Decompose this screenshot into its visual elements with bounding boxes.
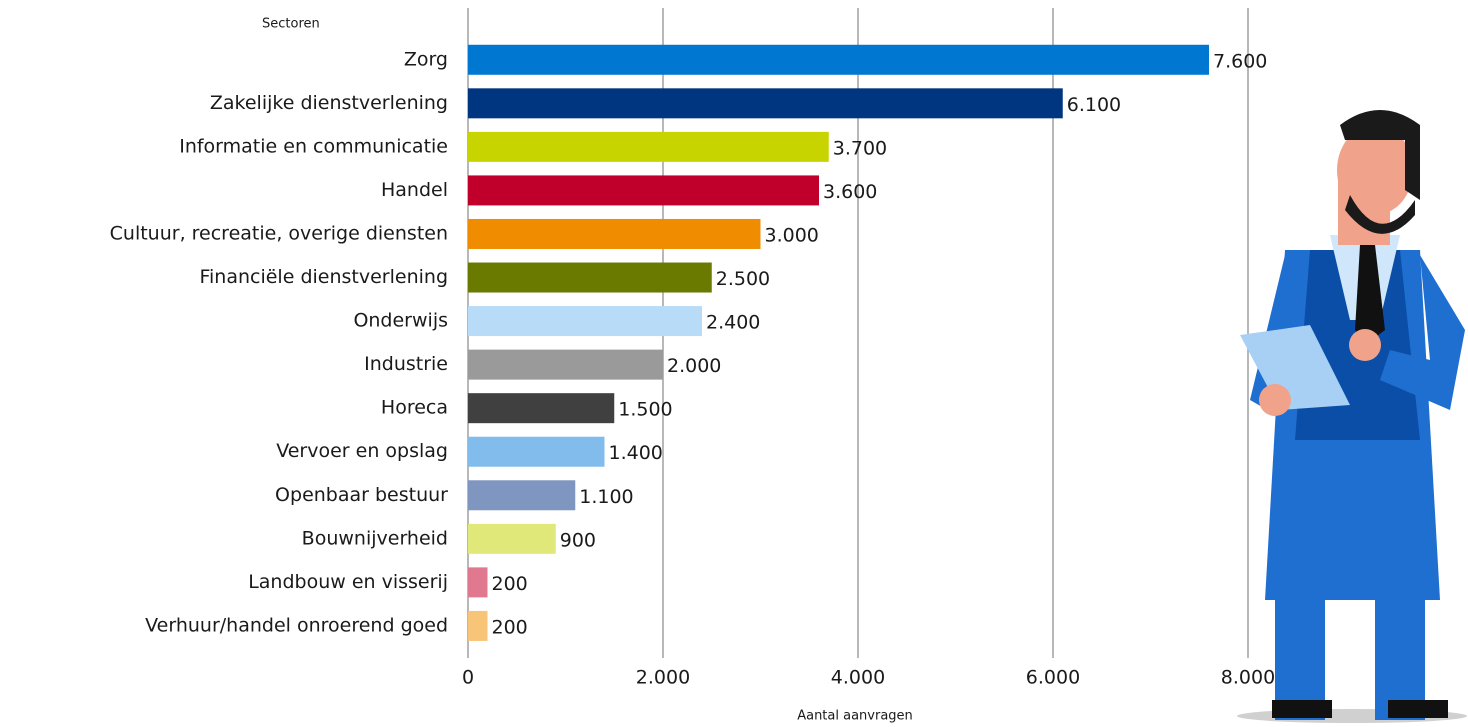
bar <box>468 349 663 380</box>
y-tick-label: Zakelijke dienstverlening <box>210 92 448 114</box>
y-tick-label: Landbouw en visserij <box>248 571 448 593</box>
bar <box>468 393 615 424</box>
value-label: 900 <box>560 529 596 551</box>
value-label: 3.600 <box>823 181 877 203</box>
x-tick-label: 4.000 <box>831 667 885 689</box>
bar <box>468 523 556 554</box>
x-tick-label: 2.000 <box>636 667 690 689</box>
value-label: 1.400 <box>609 442 663 464</box>
bar <box>468 175 819 206</box>
value-label: 1.500 <box>618 399 672 421</box>
value-label: 2.000 <box>667 355 721 377</box>
x-tick-label: 0 <box>462 667 474 689</box>
bar <box>468 436 605 467</box>
bar <box>468 306 702 337</box>
y-tick-label: Bouwnijverheid <box>302 527 448 549</box>
y-tick-label: Openbaar bestuur <box>275 484 448 506</box>
y-tick-label: Onderwijs <box>353 310 448 332</box>
bar <box>468 480 576 511</box>
x-tick-label: 8.000 <box>1221 667 1275 689</box>
y-tick-label: Zorg <box>404 48 448 70</box>
bar <box>468 131 829 162</box>
bar <box>468 88 1063 119</box>
bar <box>468 567 488 598</box>
value-label: 6.100 <box>1067 94 1121 116</box>
y-tick-label: Informatie en communicatie <box>179 135 448 157</box>
y-tick-label: Horeca <box>381 397 448 419</box>
value-label: 3.700 <box>833 137 887 159</box>
y-tick-label: Handel <box>381 179 448 201</box>
x-tick-label: 6.000 <box>1026 667 1080 689</box>
bar <box>468 610 488 641</box>
bar <box>468 44 1209 75</box>
value-label: 200 <box>492 573 528 595</box>
y-tick-label: Industrie <box>364 353 448 375</box>
y-tick-label: Cultuur, recreatie, overige diensten <box>110 222 448 244</box>
value-label: 7.600 <box>1213 50 1267 72</box>
bar <box>468 262 712 293</box>
y-tick-label: Financiële dienstverlening <box>199 266 448 288</box>
y-axis-title: Sectoren <box>262 17 320 32</box>
value-label: 3.000 <box>765 224 819 246</box>
bar <box>468 218 761 249</box>
person-illustration <box>1237 110 1467 723</box>
value-label: 2.500 <box>716 268 770 290</box>
value-label: 2.400 <box>706 312 760 334</box>
y-tick-label: Vervoer en opslag <box>276 440 448 462</box>
value-label: 1.100 <box>579 486 633 508</box>
x-axis-title: Aantal aanvragen <box>797 709 913 724</box>
y-tick-label: Verhuur/handel onroerend goed <box>145 614 448 636</box>
value-label: 200 <box>492 616 528 638</box>
